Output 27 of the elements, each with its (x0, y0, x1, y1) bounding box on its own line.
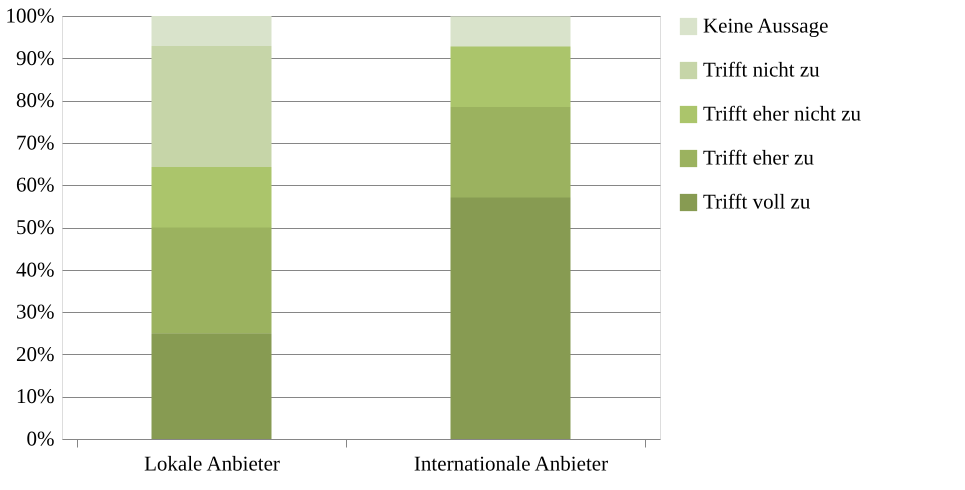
bar (152, 228, 272, 334)
y-tick-label: 30% (16, 300, 54, 324)
legend-label: Keine Aussage (703, 14, 828, 38)
bar (450, 16, 570, 46)
y-tick-label: 40% (16, 257, 54, 282)
y-tick-label: 80% (16, 88, 54, 112)
legend-label: Trifft nicht zu (703, 58, 820, 82)
bar (450, 106, 570, 198)
bar (152, 16, 272, 46)
legend-label: Trifft voll zu (703, 190, 811, 214)
y-tick-label: 10% (16, 384, 54, 408)
x-tick-label: Internationale Anbieter (414, 452, 608, 476)
bar (152, 46, 272, 168)
bar (152, 167, 272, 228)
y-tick-label: 70% (16, 130, 54, 154)
bar (450, 46, 570, 107)
y-tick-label: 0% (26, 426, 54, 450)
legend-label: Trifft eher zu (703, 146, 814, 170)
y-tick-label: 90% (16, 46, 54, 70)
y-tick-label: 50% (16, 215, 54, 239)
bar (152, 333, 272, 439)
legend-label: Trifft eher nicht zu (703, 102, 862, 126)
bar (450, 197, 570, 439)
y-tick-label: 100% (6, 4, 54, 28)
y-tick-label: 60% (16, 172, 54, 197)
x-tick-label: Lokale Anbieter (144, 452, 280, 476)
y-tick-label: 20% (16, 342, 54, 366)
